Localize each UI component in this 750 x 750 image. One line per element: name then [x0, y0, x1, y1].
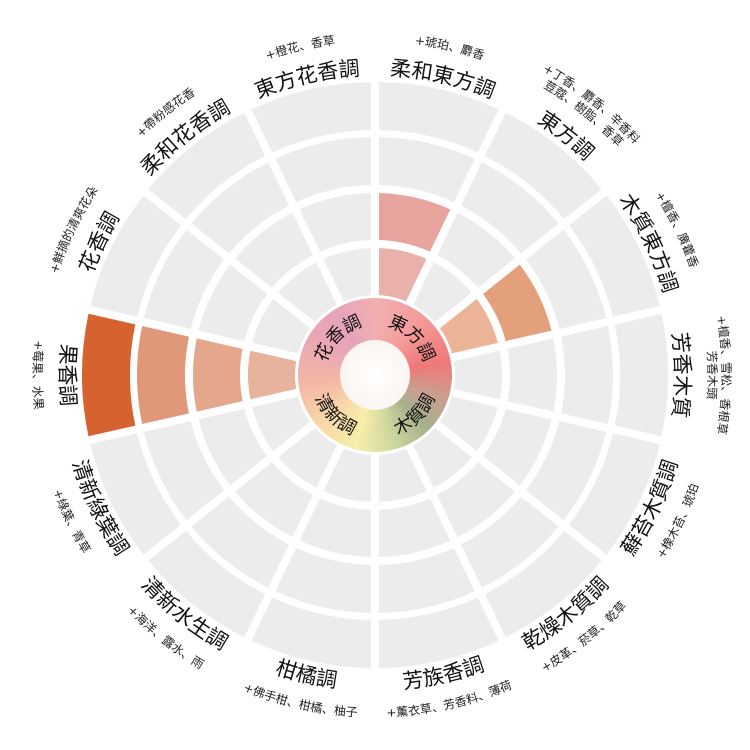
segment-1[interactable]: [378, 82, 499, 302]
hub-label-text: 木質調: [390, 390, 439, 439]
hub-center: [340, 340, 410, 410]
segment-description: +莓果、水果: [30, 340, 46, 411]
segment-6[interactable]: [413, 427, 602, 638]
empty-ring-cell[interactable]: [378, 448, 427, 502]
empty-ring-cell[interactable]: [299, 193, 372, 252]
segment-label: 果香調: [55, 343, 80, 407]
empty-ring-cell[interactable]: [507, 338, 558, 412]
empty-ring-cell[interactable]: [278, 427, 337, 488]
empty-ring-cell[interactable]: [323, 448, 372, 502]
segment-11[interactable]: [82, 313, 297, 437]
empty-ring-cell[interactable]: [191, 496, 289, 588]
segment-8[interactable]: [251, 448, 372, 668]
empty-ring-cell[interactable]: [235, 212, 313, 288]
segment-description-line: +檀香、雪松、香根草: [714, 314, 733, 435]
empty-ring-cell[interactable]: [561, 325, 613, 425]
hub-label: 東方調: [385, 311, 438, 364]
empty-ring-cell[interactable]: [191, 162, 289, 254]
empty-ring-cell[interactable]: [275, 547, 372, 613]
empty-ring-cell[interactable]: [378, 82, 499, 153]
empty-ring-cell[interactable]: [148, 530, 266, 638]
segment-4[interactable]: [453, 313, 669, 437]
empty-ring-cell[interactable]: [484, 112, 602, 220]
empty-ring-cell[interactable]: [198, 264, 268, 342]
segment-13[interactable]: [148, 112, 337, 323]
empty-ring-cell[interactable]: [275, 137, 372, 203]
empty-ring-cell[interactable]: [437, 462, 515, 538]
filled-ring-cell[interactable]: [378, 248, 427, 302]
segment-5[interactable]: [439, 396, 660, 555]
empty-ring-cell[interactable]: [143, 421, 224, 521]
segment-10[interactable]: [90, 396, 311, 555]
empty-ring-cell[interactable]: [437, 212, 515, 288]
empty-ring-cell[interactable]: [614, 313, 669, 437]
segment-3[interactable]: [439, 195, 660, 354]
hub-label: 清新調: [310, 390, 359, 439]
empty-ring-cell[interactable]: [251, 82, 372, 153]
empty-ring-cell[interactable]: [90, 195, 181, 317]
empty-ring-cell[interactable]: [439, 396, 498, 452]
empty-ring-cell[interactable]: [378, 498, 451, 557]
empty-ring-cell[interactable]: [526, 229, 607, 329]
empty-ring-cell[interactable]: [90, 433, 181, 555]
hub-label-text: 東方調: [385, 311, 438, 364]
hub-label: 木質調: [390, 390, 439, 439]
empty-ring-cell[interactable]: [299, 498, 372, 557]
empty-ring-cell[interactable]: [461, 496, 559, 588]
empty-ring-cell[interactable]: [198, 408, 268, 486]
segment-14[interactable]: [251, 82, 372, 302]
segment-label-group: 果香調 +莓果、水果: [30, 340, 80, 411]
empty-ring-cell[interactable]: [378, 597, 499, 668]
empty-ring-cell[interactable]: [484, 530, 602, 638]
empty-ring-cell[interactable]: [143, 229, 224, 329]
empty-ring-cell[interactable]: [413, 427, 472, 488]
filled-ring-cell[interactable]: [137, 325, 189, 425]
filled-ring-cell[interactable]: [378, 193, 451, 252]
empty-ring-cell[interactable]: [235, 462, 313, 538]
empty-ring-cell[interactable]: [526, 421, 607, 521]
filled-ring-cell[interactable]: [193, 338, 243, 412]
empty-ring-cell[interactable]: [461, 162, 559, 254]
hub-label-text: 花香調: [311, 311, 365, 365]
segment-label-text: 果香調: [55, 343, 80, 407]
filled-ring-cell[interactable]: [248, 350, 297, 400]
hub-label: 花香調: [311, 311, 365, 365]
filled-ring-cell[interactable]: [482, 264, 552, 342]
hub-label-text: 清新調: [310, 390, 359, 439]
segment-description-line: +莓果、水果: [30, 340, 46, 411]
empty-ring-cell[interactable]: [252, 298, 311, 354]
empty-ring-cell[interactable]: [453, 350, 502, 400]
filled-ring-cell[interactable]: [439, 298, 498, 354]
empty-ring-cell[interactable]: [323, 248, 372, 302]
empty-ring-cell[interactable]: [378, 137, 475, 203]
segment-12[interactable]: [90, 195, 311, 354]
empty-ring-cell[interactable]: [148, 112, 266, 220]
empty-ring-cell[interactable]: [569, 195, 660, 317]
segment-9[interactable]: [148, 427, 337, 638]
filled-ring-cell[interactable]: [82, 313, 136, 437]
segment-7[interactable]: [378, 448, 499, 668]
empty-ring-cell[interactable]: [413, 262, 472, 323]
empty-ring-cell[interactable]: [569, 433, 660, 555]
empty-ring-cell[interactable]: [378, 547, 475, 613]
empty-ring-cell[interactable]: [482, 408, 552, 486]
segment-2[interactable]: [413, 112, 602, 323]
empty-ring-cell[interactable]: [251, 597, 372, 668]
empty-ring-cell[interactable]: [252, 396, 311, 452]
empty-ring-cell[interactable]: [278, 262, 337, 323]
